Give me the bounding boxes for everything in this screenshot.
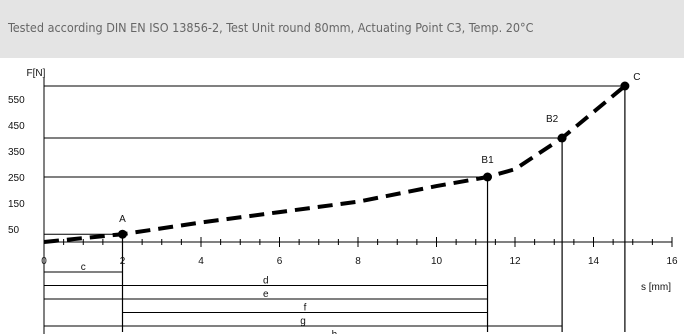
x-tick-label: 10 xyxy=(431,256,443,267)
y-axis-label: F[N] xyxy=(27,68,46,79)
point-marker-a xyxy=(118,229,127,239)
y-tick-label: 350 xyxy=(8,147,25,158)
x-tick-label: 2 xyxy=(120,256,126,267)
point-label-c: C xyxy=(633,72,640,83)
x-tick-label: 4 xyxy=(198,256,204,267)
dimension-label-g: g xyxy=(300,316,306,327)
x-tick-label: 0 xyxy=(41,256,47,267)
x-tick-label: 6 xyxy=(277,256,283,267)
y-tick-label: 550 xyxy=(8,95,25,106)
point-label-b2: B2 xyxy=(546,114,559,125)
y-tick-label: 150 xyxy=(8,199,25,210)
y-tick-label: 50 xyxy=(8,225,20,236)
dimension-label-d: d xyxy=(263,276,269,287)
y-tick-label: 250 xyxy=(8,173,25,184)
caption-bar: Tested according DIN EN ISO 13856-2, Tes… xyxy=(0,0,684,58)
point-label-a: A xyxy=(119,214,126,225)
point-label-b1: B1 xyxy=(481,155,494,166)
point-marker-b1 xyxy=(483,172,493,182)
y-tick-label: 450 xyxy=(8,121,25,132)
x-tick-label: 12 xyxy=(509,256,521,267)
dimension-label-c: c xyxy=(81,262,86,273)
x-tick-label: 8 xyxy=(355,256,361,267)
dimension-label-e: e xyxy=(263,289,269,300)
point-marker-b2 xyxy=(557,133,567,143)
dimension-label-h: h xyxy=(332,330,338,334)
point-marker-c xyxy=(620,81,630,91)
caption-text: Tested according DIN EN ISO 13856-2, Tes… xyxy=(8,20,534,35)
x-axis-label: s [mm] xyxy=(641,282,671,293)
x-tick-label: 16 xyxy=(666,256,678,267)
force-travel-curve xyxy=(43,84,627,244)
x-tick-label: 14 xyxy=(588,256,600,267)
dimension-label-f: f xyxy=(304,303,307,314)
